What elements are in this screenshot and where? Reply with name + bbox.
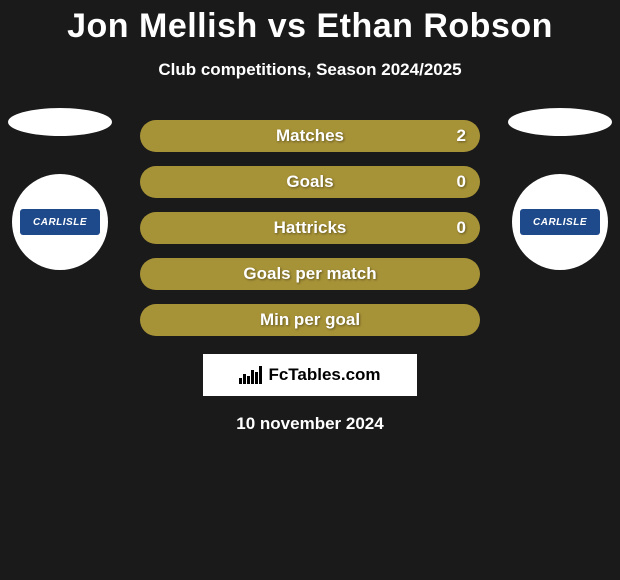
- date-text: 10 november 2024: [236, 414, 383, 434]
- right-club-badge: [512, 174, 608, 270]
- stat-rows: Matches 2 Goals 0 Hattricks 0 Goals per …: [140, 120, 480, 336]
- source-badge: FcTables.com: [203, 354, 417, 396]
- right-team-badges: [508, 108, 612, 270]
- carlisle-logo-right: [520, 209, 600, 235]
- stat-bar-goals: Goals 0: [140, 166, 480, 198]
- stat-bar-min-per-goal: Min per goal: [140, 304, 480, 336]
- stat-label: Hattricks: [274, 218, 347, 238]
- left-country-badge: [8, 108, 112, 136]
- carlisle-logo-left: [20, 209, 100, 235]
- stat-label: Min per goal: [260, 310, 360, 330]
- left-team-badges: [8, 108, 112, 270]
- page-title: Jon Mellish vs Ethan Robson: [67, 7, 553, 46]
- source-text: FcTables.com: [268, 365, 380, 385]
- stat-right-value: 0: [457, 218, 466, 238]
- stat-label: Goals: [286, 172, 333, 192]
- left-club-badge: [12, 174, 108, 270]
- chart-icon: [239, 366, 262, 384]
- right-country-badge: [508, 108, 612, 136]
- stat-bar-goals-per-match: Goals per match: [140, 258, 480, 290]
- subtitle: Club competitions, Season 2024/2025: [158, 60, 461, 80]
- stat-label: Matches: [276, 126, 344, 146]
- stat-right-value: 0: [457, 172, 466, 192]
- stat-bar-hattricks: Hattricks 0: [140, 212, 480, 244]
- stat-right-value: 2: [457, 126, 466, 146]
- stat-bar-matches: Matches 2: [140, 120, 480, 152]
- stat-label: Goals per match: [243, 264, 376, 284]
